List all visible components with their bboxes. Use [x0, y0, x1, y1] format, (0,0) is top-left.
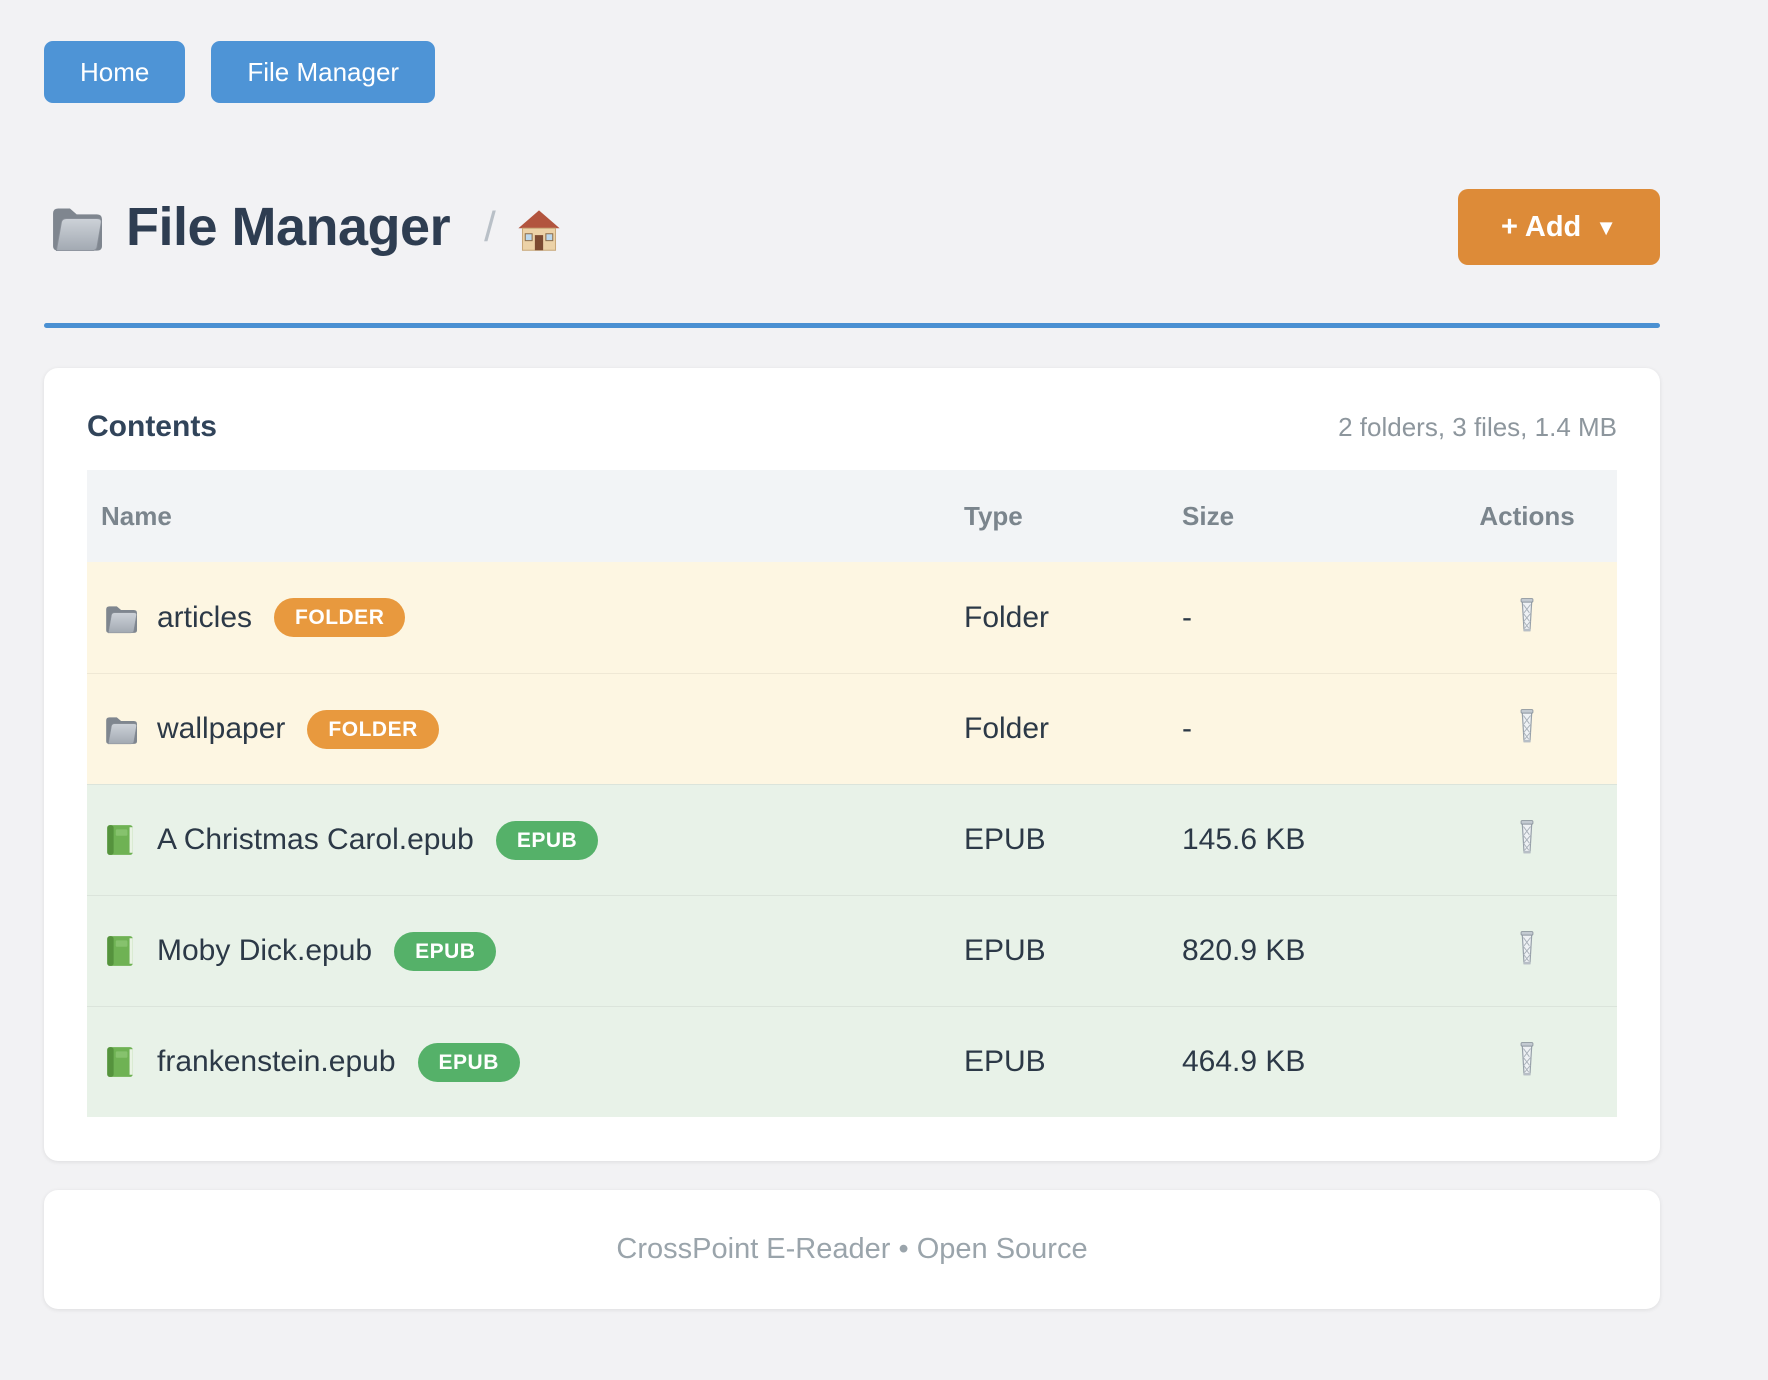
delete-button[interactable] [1511, 595, 1543, 636]
file-name: articles [157, 600, 253, 634]
top-nav: Home File Manager [44, 0, 1660, 103]
column-header-name: Name [101, 500, 172, 531]
contents-card-header: Contents 2 folders, 3 files, 1.4 MB [87, 410, 1617, 444]
file-type-badge: EPUB [394, 931, 497, 971]
page-title: File Manager [126, 197, 451, 257]
contents-summary: 2 folders, 3 files, 1.4 MB [1338, 412, 1617, 442]
footer-card: CrossPoint E-Reader • Open Source [44, 1190, 1660, 1309]
file-size: - [1182, 600, 1192, 634]
green-book-icon [107, 936, 133, 966]
caret-down-icon: ▼ [1595, 215, 1618, 240]
file-size: - [1182, 712, 1192, 745]
wastebasket-icon [1520, 1041, 1534, 1076]
title-group: File Manager / [44, 196, 562, 258]
column-header-actions: Actions [1479, 500, 1575, 531]
folder-icon [105, 717, 138, 745]
delete-button[interactable] [1511, 1039, 1543, 1080]
wastebasket-icon [1520, 597, 1534, 632]
contents-card: Contents 2 folders, 3 files, 1.4 MB Name… [44, 368, 1660, 1161]
house-icon[interactable] [516, 209, 562, 253]
home-button[interactable]: Home [44, 41, 186, 103]
open-folder-icon [52, 208, 103, 252]
file-type-badge: FOLDER [307, 709, 439, 749]
column-header-type: Type [964, 500, 1023, 531]
file-manager-button[interactable]: File Manager [211, 41, 436, 103]
file-name-cell[interactable]: articles FOLDER [87, 598, 964, 637]
file-name-cell[interactable]: Moby Dick.epub EPUB [87, 931, 964, 971]
wastebasket-icon [1520, 930, 1534, 965]
contents-title: Contents [87, 410, 217, 443]
table-row[interactable]: articles FOLDER Folder - [87, 562, 1617, 673]
file-type: Folder [964, 600, 1050, 634]
title-divider [44, 323, 1660, 328]
table-row[interactable]: wallpaper FOLDER Folder - [87, 673, 1617, 784]
delete-button[interactable] [1511, 817, 1543, 858]
file-type: Folder [964, 712, 1050, 745]
file-size: 464.9 KB [1182, 1045, 1306, 1078]
file-name-cell[interactable]: A Christmas Carol.epub EPUB [87, 820, 964, 860]
folder-icon [105, 605, 138, 633]
table-row[interactable]: A Christmas Carol.epub EPUB EPUB 145.6 K… [87, 784, 1617, 895]
file-type: EPUB [964, 823, 1046, 856]
add-button-label: + Add [1500, 210, 1582, 243]
file-name: frankenstein.epub [157, 1045, 396, 1078]
file-name-cell[interactable]: frankenstein.epub EPUB [87, 1042, 964, 1082]
file-name: Moby Dick.epub [157, 934, 373, 967]
file-table: Name Type Size Actions articles FOLDER F… [87, 470, 1617, 1117]
wastebasket-icon [1520, 819, 1534, 854]
file-size: 145.6 KB [1182, 823, 1306, 856]
file-size: 820.9 KB [1182, 934, 1306, 967]
table-header-row: Name Type Size Actions [87, 470, 1617, 562]
table-row[interactable]: Moby Dick.epub EPUB EPUB 820.9 KB [87, 895, 1617, 1006]
green-book-icon [107, 825, 133, 855]
file-type: EPUB [964, 1045, 1046, 1078]
file-type-badge: EPUB [495, 820, 599, 860]
breadcrumb-separator: / [484, 203, 496, 250]
page: Home File Manager File Manager / + Add ▼… [44, 0, 1660, 1309]
file-type-badge: EPUB [417, 1042, 520, 1082]
file-type-badge: FOLDER [274, 598, 406, 637]
add-button[interactable]: + Add ▼ [1458, 189, 1660, 265]
delete-button[interactable] [1511, 706, 1543, 747]
delete-button[interactable] [1511, 928, 1543, 969]
wastebasket-icon [1520, 708, 1534, 743]
file-name-cell[interactable]: wallpaper FOLDER [87, 709, 964, 749]
file-name: wallpaper [157, 712, 286, 745]
file-name: A Christmas Carol.epub [157, 823, 474, 856]
column-header-size: Size [1182, 500, 1235, 531]
page-header: File Manager / + Add ▼ [44, 189, 1660, 265]
footer-text: CrossPoint E-Reader • Open Source [616, 1233, 1088, 1265]
table-body: articles FOLDER Folder - wallpaper FOLDE… [87, 562, 1617, 1117]
file-type: EPUB [964, 934, 1046, 967]
green-book-icon [107, 1047, 133, 1077]
table-row[interactable]: frankenstein.epub EPUB EPUB 464.9 KB [87, 1006, 1617, 1117]
